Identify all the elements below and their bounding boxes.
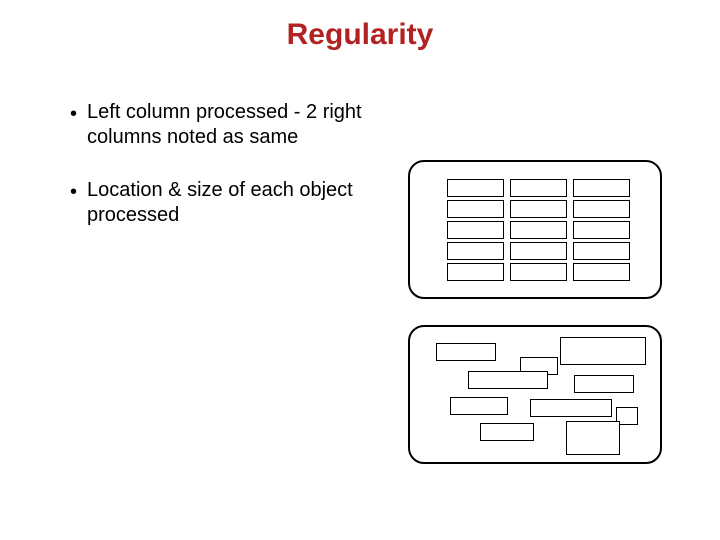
bullet-text: Left column processed - 2 right columns … — [87, 100, 380, 150]
grid-cell — [510, 179, 567, 197]
grid-cell — [510, 242, 567, 260]
diagram-panel-regular — [408, 160, 662, 299]
slide-title: Regularity — [0, 18, 720, 52]
grid-cell — [573, 242, 630, 260]
bullet-list: • Left column processed - 2 right column… — [70, 100, 380, 256]
bullet-item: • Left column processed - 2 right column… — [70, 100, 380, 150]
bullet-text: Location & size of each object processed — [87, 178, 380, 228]
object-cell — [450, 397, 508, 415]
grid-cell — [510, 221, 567, 239]
grid-cell — [447, 263, 504, 281]
bullet-dot-icon: • — [70, 178, 77, 206]
object-cell — [560, 337, 646, 365]
object-cell — [574, 375, 634, 393]
grid-cell — [447, 221, 504, 239]
object-cell — [530, 399, 612, 417]
grid-cell — [447, 242, 504, 260]
diagram-panel-irregular — [408, 325, 662, 464]
object-cell — [436, 343, 496, 361]
grid-cell — [573, 200, 630, 218]
bullet-item: • Location & size of each object process… — [70, 178, 380, 228]
grid-cell — [510, 263, 567, 281]
object-cell — [468, 371, 548, 389]
grid-cell — [573, 263, 630, 281]
grid-cell — [510, 200, 567, 218]
bullet-dot-icon: • — [70, 100, 77, 128]
grid-cell — [573, 179, 630, 197]
grid-cell — [573, 221, 630, 239]
grid-cell — [447, 200, 504, 218]
object-cell — [480, 423, 534, 441]
slide: Regularity • Left column processed - 2 r… — [0, 0, 720, 540]
object-cell — [566, 421, 620, 455]
grid-cell — [447, 179, 504, 197]
